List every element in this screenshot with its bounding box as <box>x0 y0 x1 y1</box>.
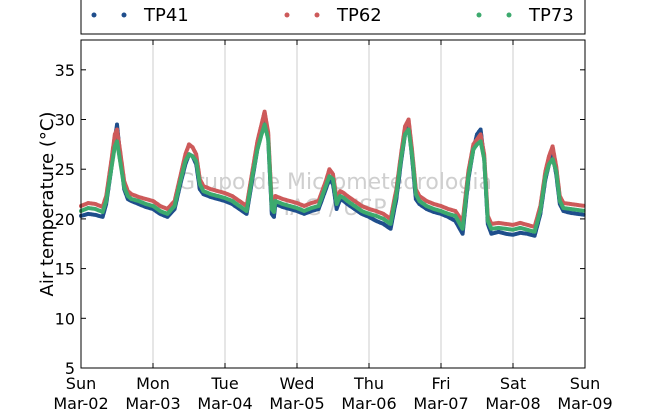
x-axis: SunMar-02MonMar-03TueMar-04WedMar-05ThuM… <box>53 40 613 409</box>
legend-marker <box>121 12 127 18</box>
legend: TP41 TP62 TP73 <box>91 5 574 26</box>
x-tick-label-day: Sun <box>570 374 600 393</box>
y-tick-label: 5 <box>65 359 75 378</box>
y-axis-label: Air temperature (°C) <box>37 112 58 297</box>
legend-item-tp41: TP41 <box>91 5 189 26</box>
legend-box <box>80 0 586 35</box>
legend-marker <box>476 12 482 18</box>
x-tick-label-date: Mar-04 <box>197 394 252 409</box>
y-tick-label: 10 <box>55 309 75 328</box>
y-tick-label: 20 <box>55 210 75 229</box>
data-series <box>79 109 586 238</box>
x-tick-label-date: Mar-06 <box>341 394 396 409</box>
legend-marker <box>284 12 290 18</box>
legend-item-tp62: TP62 <box>284 5 382 26</box>
series-tp73 <box>79 122 586 234</box>
x-tick-label-day: Wed <box>280 374 315 393</box>
legend-marker <box>506 12 512 18</box>
x-tick-label-date: Mar-03 <box>125 394 180 409</box>
legend-marker <box>314 12 320 18</box>
x-tick-label-date: Mar-09 <box>557 394 612 409</box>
x-tick-label-day: Tue <box>210 374 238 393</box>
x-tick-label-date: Mar-07 <box>413 394 468 409</box>
x-tick-label-day: Fri <box>431 374 450 393</box>
y-axis: 5 10 15 20 25 30 35 <box>55 61 585 378</box>
y-tick-label: 35 <box>55 61 75 80</box>
x-tick-label-day: Thu <box>353 374 384 393</box>
x-tick-label-day: Sat <box>500 374 526 393</box>
x-tick-label-day: Mon <box>136 374 170 393</box>
y-tick-label: 15 <box>55 260 75 279</box>
x-tick-label-date: Mar-08 <box>485 394 540 409</box>
legend-label: TP62 <box>336 5 382 26</box>
legend-marker <box>91 12 97 18</box>
legend-label: TP73 <box>528 5 574 26</box>
legend-label: TP41 <box>143 5 189 26</box>
y-tick-label: 25 <box>55 160 75 179</box>
plot-frame <box>80 39 586 369</box>
y-tick-label: 30 <box>55 111 75 130</box>
x-tick-label-date: Mar-02 <box>53 394 108 409</box>
x-tick-label-date: Mar-05 <box>269 394 324 409</box>
x-tick-label-day: Sun <box>66 374 96 393</box>
legend-item-tp73: TP73 <box>476 5 574 26</box>
